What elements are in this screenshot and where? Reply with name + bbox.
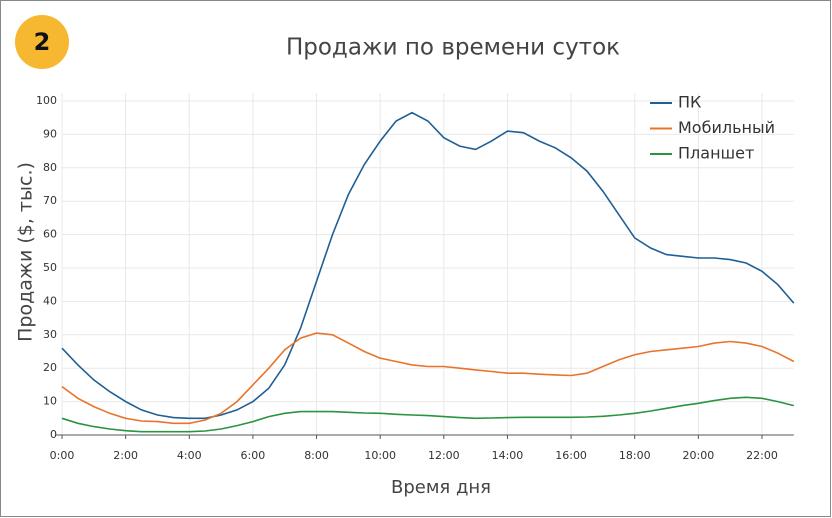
x-tick-label: 4:00: [177, 449, 202, 462]
x-tick-label: 12:00: [428, 449, 460, 462]
y-tick-label: 80: [43, 161, 57, 174]
x-axis-label: Время дня: [391, 477, 491, 498]
x-tick-label: 2:00: [113, 449, 138, 462]
y-axis-label: Продажи ($, тыс.): [15, 162, 37, 342]
y-tick-label: 0: [50, 428, 57, 441]
y-tick-label: 40: [43, 294, 57, 307]
x-tick-label: 22:00: [746, 449, 778, 462]
x-tick-label: 10:00: [364, 449, 396, 462]
chart-title: Продажи по времени суток: [286, 35, 620, 61]
x-tick-label: 20:00: [683, 449, 715, 462]
x-tick-label: 8:00: [304, 449, 329, 462]
legend-label: Планшет: [678, 144, 754, 163]
x-tick-label: 0:00: [50, 449, 75, 462]
y-tick-label: 30: [43, 328, 57, 341]
line-series: [61, 396, 794, 433]
x-tick-label: 18:00: [619, 449, 651, 462]
x-tick-label: 16:00: [555, 449, 587, 462]
legend-label: Мобильный: [678, 118, 775, 137]
y-tick-label: 50: [43, 261, 57, 274]
legend-label: ПК: [678, 93, 702, 112]
y-tick-label: 10: [43, 395, 57, 408]
y-tick-label: 90: [43, 127, 57, 140]
badge-circle: [15, 15, 69, 69]
line-series: [61, 332, 795, 425]
y-tick-label: 60: [43, 228, 57, 241]
line-series: [61, 111, 795, 420]
y-tick-label: 100: [36, 94, 57, 107]
y-tick-label: 70: [43, 194, 57, 207]
x-tick-label: 6:00: [241, 449, 266, 462]
x-tick-label: 14:00: [492, 449, 524, 462]
badge: 2: [34, 28, 51, 56]
y-tick-label: 20: [43, 361, 57, 374]
